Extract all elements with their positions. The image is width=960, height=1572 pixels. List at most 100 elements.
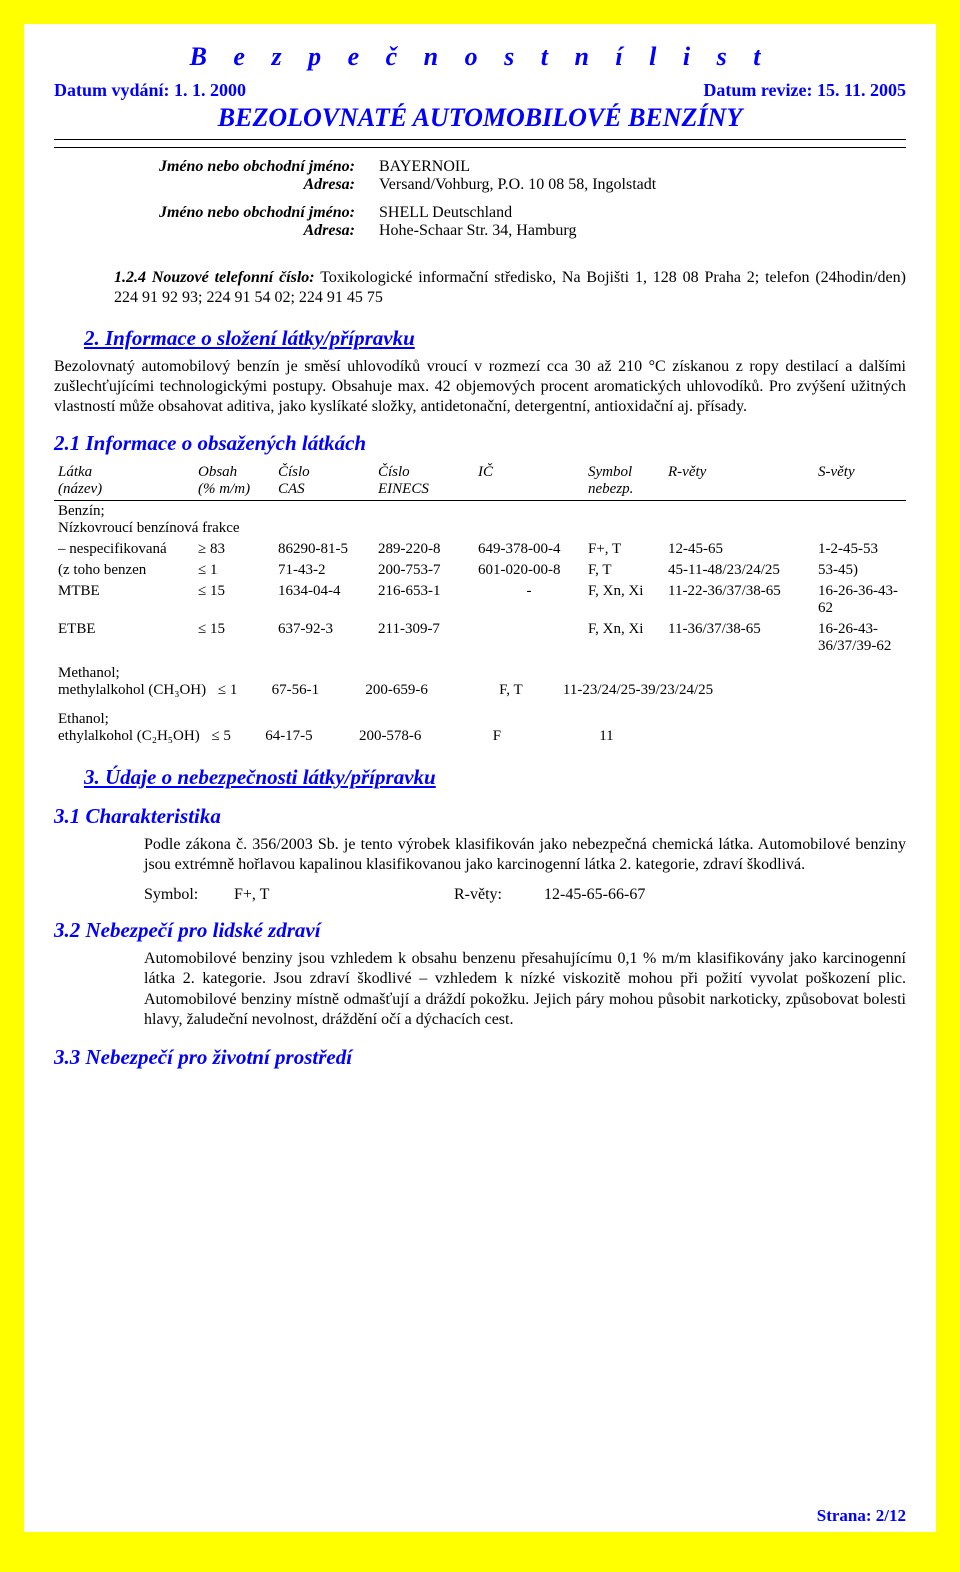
table-ethanol-label-row: Ethanol;ethylalkohol (C₂H₅OH) ≤ 5 64-17-… [54, 701, 906, 747]
company-name: SHELL Deutschland [379, 204, 906, 222]
cell-latka: MTBE [54, 581, 194, 619]
table-row: MTBE ≤ 15 1634-04-4 216-653-1 - F, Xn, X… [54, 581, 906, 619]
cell-ic: 601-020-00-8 [474, 560, 584, 581]
cell-obsah: ≥ 83 [194, 539, 274, 560]
th-cas: ČísloCAS [274, 462, 374, 501]
cell-rvety: 11 [576, 728, 636, 745]
cell-rvety: 11-23/24/25-39/23/24/25 [563, 682, 713, 699]
section-3-heading: 3. Údaje o nebezpečnosti látky/přípravku [84, 765, 906, 790]
cell-obsah: ≤ 1 [218, 682, 268, 699]
rvety-label: R-věty: [454, 886, 544, 904]
cell-einecs: 211-309-7 [374, 619, 474, 657]
th-latka: Látka(název) [54, 462, 194, 501]
rvety-value: 12-45-65-66-67 [544, 886, 645, 904]
cell-cas: 67-56-1 [272, 682, 362, 699]
cell-cas: 86290-81-5 [274, 539, 374, 560]
cell-symbol: F [493, 728, 573, 745]
symbol-value: F+, T [234, 886, 454, 904]
section-3-2-heading: 3.2 Nebezpečí pro lidské zdraví [54, 918, 906, 943]
document-title: B e z p e č n o s t n í l i s t [54, 42, 906, 72]
cell-ic [474, 619, 584, 657]
symbol-row: Symbol: F+, T R-věty: 12-45-65-66-67 [144, 886, 906, 904]
cell-rvety: 11-22-36/37/38-65 [664, 581, 814, 619]
date-revised-label: Datum revize: [703, 80, 812, 100]
company-row: Jméno nebo obchodní jméno: SHELL Deutsch… [114, 204, 906, 222]
table-methanol-label-row: Methanol;methylalkohol (CH₃OH) ≤ 1 67-56… [54, 657, 906, 701]
th-rvety: R-věty [664, 462, 814, 501]
company-row: Adresa: Versand/Vohburg, P.O. 10 08 58, … [114, 176, 906, 194]
cell-einecs: 289-220-8 [374, 539, 474, 560]
cell-ic: - [474, 581, 584, 619]
header: B e z p e č n o s t n í l i s t [54, 42, 906, 72]
company-name-label: Jméno nebo obchodní jméno: [114, 158, 379, 176]
cell-rvety: 11-36/37/38-65 [664, 619, 814, 657]
company-name: BAYERNOIL [379, 158, 906, 176]
date-issued-value: 1. 1. 2000 [174, 80, 246, 100]
ethanol-label: Ethanol;ethylalkohol (C₂H₅OH) ≤ 5 64-17-… [54, 701, 906, 747]
table-row: – nespecifikovaná ≥ 83 86290-81-5 289-22… [54, 539, 906, 560]
table-row: ETBE ≤ 15 637-92-3 211-309-7 F, Xn, Xi 1… [54, 619, 906, 657]
page-label: Strana: [817, 1506, 872, 1525]
date-issued: Datum vydání: 1. 1. 2000 [54, 80, 246, 101]
th-symbol: Symbolnebezp. [584, 462, 664, 501]
divider [54, 147, 906, 148]
symbol-label: Symbol: [144, 886, 234, 904]
cell-svety: 53-45) [814, 560, 906, 581]
intro-cell: Benzín;Nízkovroucí benzínová frakce [54, 501, 906, 540]
cell-einecs: 200-578-6 [359, 728, 489, 745]
cell-svety: 16-26-36-43-62 [814, 581, 906, 619]
company-block-2: Jméno nebo obchodní jméno: SHELL Deutsch… [114, 204, 906, 240]
page-footer: Strana: 2/12 [817, 1506, 906, 1526]
page: B e z p e č n o s t n í l i s t Datum vy… [0, 0, 960, 1572]
emergency-label: 1.2.4 Nouzové telefonní číslo: [114, 269, 315, 286]
section-3-2-body: Automobilové benziny jsou vzhledem k obs… [144, 949, 906, 1031]
company-row: Jméno nebo obchodní jméno: BAYERNOIL [114, 158, 906, 176]
table-row: (z toho benzen ≤ 1 71-43-2 200-753-7 601… [54, 560, 906, 581]
company-addr-label: Adresa: [114, 176, 379, 194]
cell-svety: 1-2-45-53 [814, 539, 906, 560]
cell-cas: 71-43-2 [274, 560, 374, 581]
table-intro-row: Benzín;Nízkovroucí benzínová frakce [54, 501, 906, 540]
divider [54, 139, 906, 140]
cell-symbol: F+, T [584, 539, 664, 560]
cell-symbol: F, T [584, 560, 664, 581]
cell-symbol: F, T [499, 682, 559, 699]
document-subtitle: BEZOLOVNATÉ AUTOMOBILOVÉ BENZÍNY [54, 103, 906, 133]
cell-symbol: F, Xn, Xi [584, 619, 664, 657]
page-number: 2/12 [876, 1506, 906, 1525]
dates-row: Datum vydání: 1. 1. 2000 Datum revize: 1… [54, 80, 906, 101]
company-row: Adresa: Hohe-Schaar Str. 34, Hamburg [114, 222, 906, 240]
cell-einecs: 216-653-1 [374, 581, 474, 619]
cell-svety: 16-26-43-36/37/39-62 [814, 619, 906, 657]
date-revised: Datum revize: 15. 11. 2005 [703, 80, 906, 101]
section-2-1-heading: 2.1 Informace o obsažených látkách [54, 431, 906, 456]
section-3-1-heading: 3.1 Charakteristika [54, 804, 906, 829]
th-einecs: ČísloEINECS [374, 462, 474, 501]
methanol-label: Methanol;methylalkohol (CH₃OH) ≤ 1 67-56… [54, 657, 906, 701]
cell-symbol: F, Xn, Xi [584, 581, 664, 619]
cell-ic: 649-378-00-4 [474, 539, 584, 560]
cell-latka: – nespecifikovaná [54, 539, 194, 560]
cell-latka: ETBE [54, 619, 194, 657]
company-name-label: Jméno nebo obchodní jméno: [114, 204, 379, 222]
cell-obsah: ≤ 15 [194, 581, 274, 619]
date-issued-label: Datum vydání: [54, 80, 170, 100]
cell-latka: (z toho benzen [54, 560, 194, 581]
company-block-1: Jméno nebo obchodní jméno: BAYERNOIL Adr… [114, 158, 906, 194]
company-addr: Versand/Vohburg, P.O. 10 08 58, Ingolsta… [379, 176, 906, 194]
substance-table: Látka(název) Obsah(% m/m) ČísloCAS Číslo… [54, 462, 906, 747]
cell-rvety: 45-11-48/23/24/25 [664, 560, 814, 581]
table-header-row: Látka(název) Obsah(% m/m) ČísloCAS Číslo… [54, 462, 906, 501]
section-3-3-heading: 3.3 Nebezpečí pro životní prostředí [54, 1045, 906, 1070]
cell-einecs: 200-753-7 [374, 560, 474, 581]
cell-obsah: ≤ 1 [194, 560, 274, 581]
date-revised-value: 15. 11. 2005 [817, 80, 906, 100]
section-3-1-body: Podle zákona č. 356/2003 Sb. je tento vý… [144, 835, 906, 876]
company-addr: Hohe-Schaar Str. 34, Hamburg [379, 222, 906, 240]
cell-obsah: ≤ 5 [211, 728, 261, 745]
company-addr-label: Adresa: [114, 222, 379, 240]
th-ic: IČ [474, 462, 584, 501]
cell-cas: 637-92-3 [274, 619, 374, 657]
cell-cas: 64-17-5 [265, 728, 355, 745]
cell-rvety: 12-45-65 [664, 539, 814, 560]
